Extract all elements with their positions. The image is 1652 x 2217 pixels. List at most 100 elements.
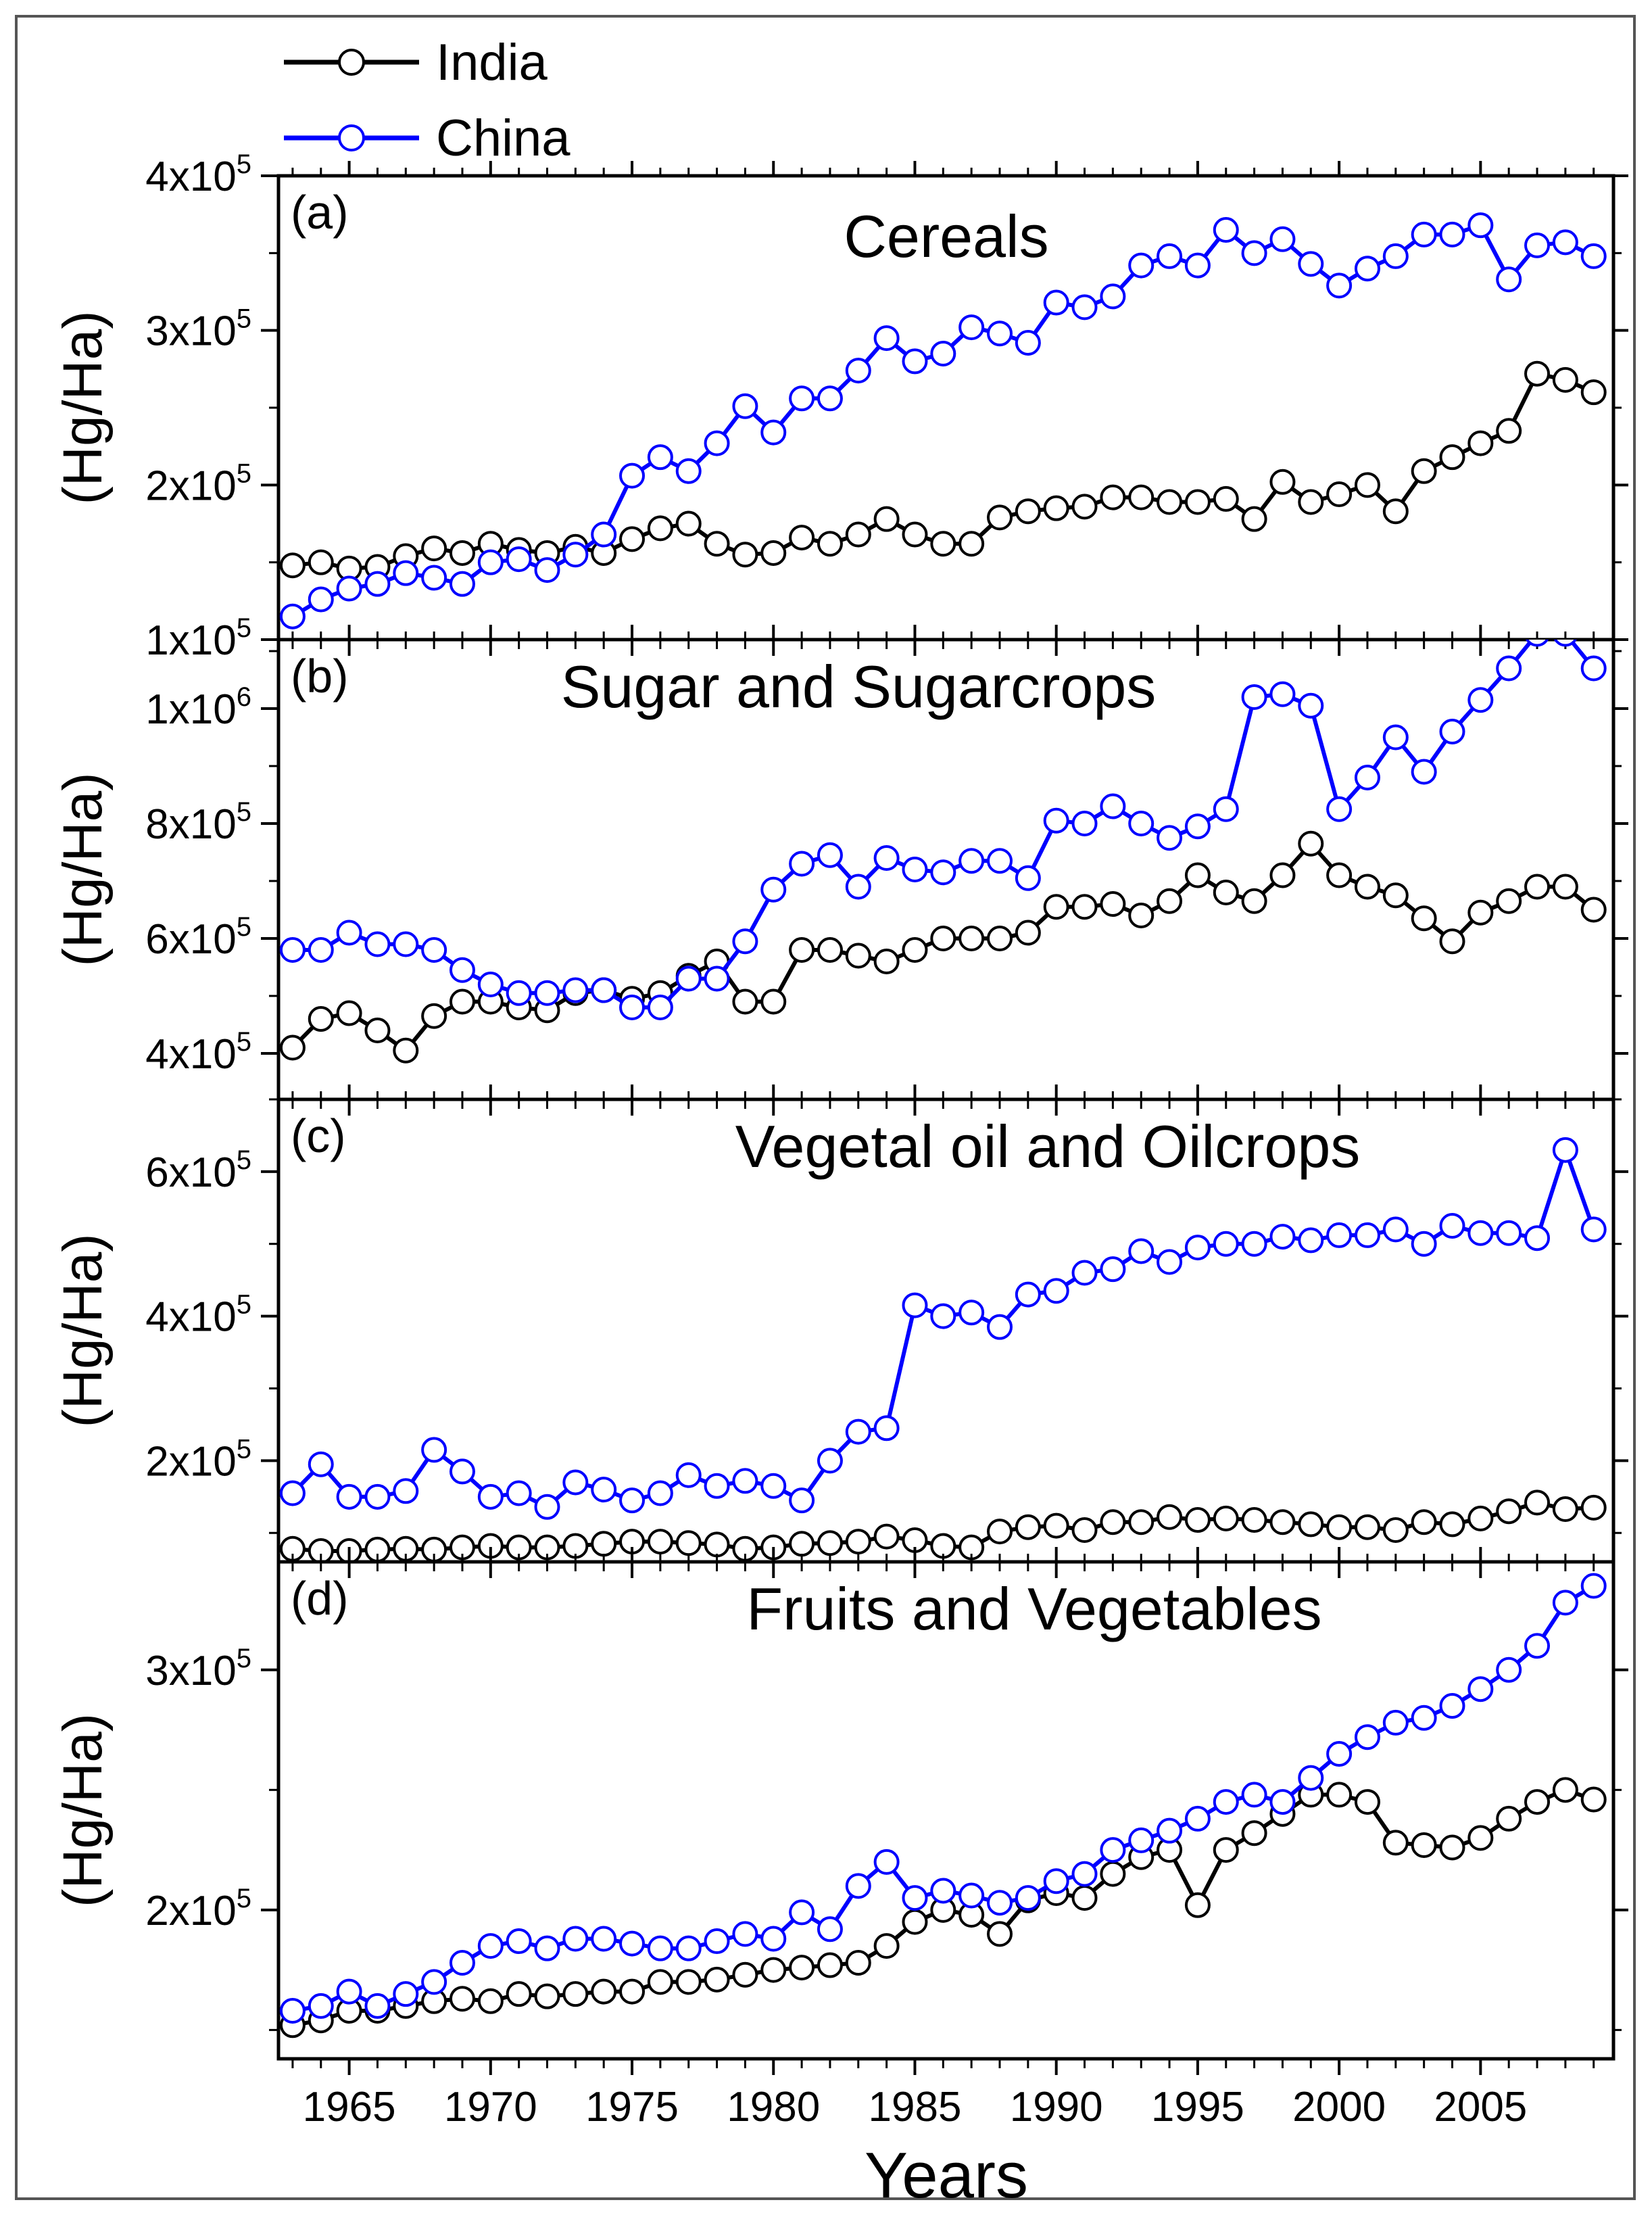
data-point-china bbox=[817, 385, 843, 412]
data-point-china bbox=[1439, 719, 1465, 744]
data-point-china bbox=[1439, 1213, 1465, 1239]
data-point-india bbox=[1043, 894, 1069, 920]
data-point-china bbox=[1241, 1782, 1267, 1808]
y-tick-label: 4x105 bbox=[145, 149, 251, 200]
data-point-india bbox=[704, 1531, 730, 1558]
data-point-india bbox=[1382, 1517, 1409, 1543]
data-point-china bbox=[760, 1926, 787, 1952]
data-point-china bbox=[1213, 796, 1239, 822]
data-point-india bbox=[1326, 481, 1353, 508]
data-point-china bbox=[647, 995, 673, 1020]
data-point-china bbox=[1298, 692, 1324, 719]
data-point-china bbox=[591, 521, 617, 548]
data-point-china bbox=[1100, 1837, 1126, 1863]
data-point-india bbox=[421, 1003, 447, 1029]
data-point-india bbox=[1439, 444, 1465, 471]
data-point-china bbox=[1354, 1724, 1380, 1750]
data-point-india bbox=[1157, 888, 1183, 914]
data-point-china bbox=[675, 458, 702, 484]
data-point-china bbox=[1580, 1216, 1607, 1243]
data-point-india bbox=[845, 1529, 871, 1555]
data-point-india bbox=[1184, 862, 1211, 888]
data-point-china bbox=[336, 575, 362, 602]
data-point-china bbox=[562, 1926, 589, 1952]
data-point-china bbox=[619, 1487, 646, 1514]
data-point-china bbox=[1213, 1231, 1239, 1257]
data-point-india bbox=[421, 535, 447, 562]
data-point-china bbox=[1184, 813, 1211, 840]
data-point-india bbox=[1100, 484, 1126, 510]
series-india bbox=[279, 360, 1607, 581]
data-point-india bbox=[1524, 1789, 1551, 1815]
data-point-india bbox=[619, 526, 646, 552]
data-point-china bbox=[336, 1978, 362, 2005]
panel-frame bbox=[276, 1560, 1615, 2061]
data-point-china bbox=[534, 557, 560, 583]
data-point-china bbox=[1015, 329, 1041, 356]
data-point-india bbox=[987, 1519, 1013, 1545]
data-point-china bbox=[1269, 226, 1296, 252]
data-point-india bbox=[760, 988, 787, 1015]
data-point-india bbox=[591, 1531, 617, 1557]
data-point-india bbox=[1326, 1514, 1353, 1540]
data-point-china bbox=[1157, 243, 1183, 269]
data-point-china bbox=[477, 549, 504, 575]
data-point-india bbox=[958, 926, 985, 951]
data-point-india bbox=[1100, 891, 1126, 917]
series-china bbox=[279, 1573, 1607, 2024]
data-point-india bbox=[1411, 905, 1437, 932]
data-point-china bbox=[421, 937, 447, 963]
data-point-china bbox=[1128, 252, 1155, 279]
data-point-india bbox=[1128, 484, 1155, 510]
x-tick-label: 1985 bbox=[869, 2084, 962, 2130]
data-point-china bbox=[477, 1933, 504, 1959]
data-point-china bbox=[1326, 796, 1353, 822]
panel-tag: (d) bbox=[291, 1572, 349, 1625]
panel-b: 4x105 6x105 8x105 1x106 (Hg/Ha) (b) Sugar and … bbox=[52, 625, 1628, 1116]
data-point-china bbox=[1552, 1137, 1578, 1163]
data-point-china bbox=[562, 542, 589, 568]
data-point-india bbox=[675, 1969, 702, 1995]
data-point-india bbox=[1015, 1514, 1041, 1540]
data-point-india bbox=[1043, 1512, 1069, 1539]
data-point-india bbox=[902, 521, 928, 548]
data-point-china bbox=[1382, 724, 1409, 750]
data-point-china bbox=[1043, 289, 1069, 316]
data-point-india bbox=[704, 531, 730, 557]
data-point-china bbox=[1157, 1817, 1183, 1844]
y-tick-label: 4x105 bbox=[145, 1290, 251, 1341]
data-point-china bbox=[534, 1494, 560, 1520]
data-point-china bbox=[958, 1882, 985, 1909]
data-point-india bbox=[449, 540, 475, 566]
y-tick-label: 8x105 bbox=[145, 797, 251, 848]
data-point-china bbox=[845, 874, 871, 900]
data-point-india bbox=[1071, 494, 1098, 520]
data-point-china bbox=[789, 1487, 815, 1514]
panel-tag: (b) bbox=[291, 650, 349, 702]
data-point-india bbox=[1071, 1517, 1098, 1543]
data-point-india bbox=[1552, 1496, 1578, 1522]
legend-label-india: India bbox=[436, 34, 548, 91]
data-point-india bbox=[1411, 458, 1437, 484]
data-point-india bbox=[817, 937, 843, 963]
data-point-china bbox=[421, 1969, 447, 1995]
data-point-china bbox=[1043, 1278, 1069, 1304]
data-point-india bbox=[902, 1909, 928, 1935]
data-point-india bbox=[1298, 489, 1324, 515]
data-point-china bbox=[1496, 1656, 1522, 1683]
data-point-china bbox=[449, 1458, 475, 1485]
x-axis-label: Years bbox=[865, 2139, 1028, 2212]
data-point-india bbox=[1213, 485, 1239, 512]
data-point-china bbox=[1184, 1805, 1211, 1832]
data-point-china bbox=[902, 857, 928, 882]
data-point-india bbox=[1524, 360, 1551, 387]
y-tick-label: 3x105 bbox=[145, 304, 251, 355]
data-point-india bbox=[845, 1949, 871, 1976]
data-point-china bbox=[873, 1849, 900, 1875]
data-point-china bbox=[1213, 1789, 1239, 1815]
data-point-india bbox=[987, 504, 1013, 531]
data-point-china bbox=[1382, 243, 1409, 269]
data-point-india bbox=[1552, 874, 1578, 900]
y-tick-label: 6x105 bbox=[145, 1145, 251, 1196]
data-point-india bbox=[817, 1952, 843, 1978]
